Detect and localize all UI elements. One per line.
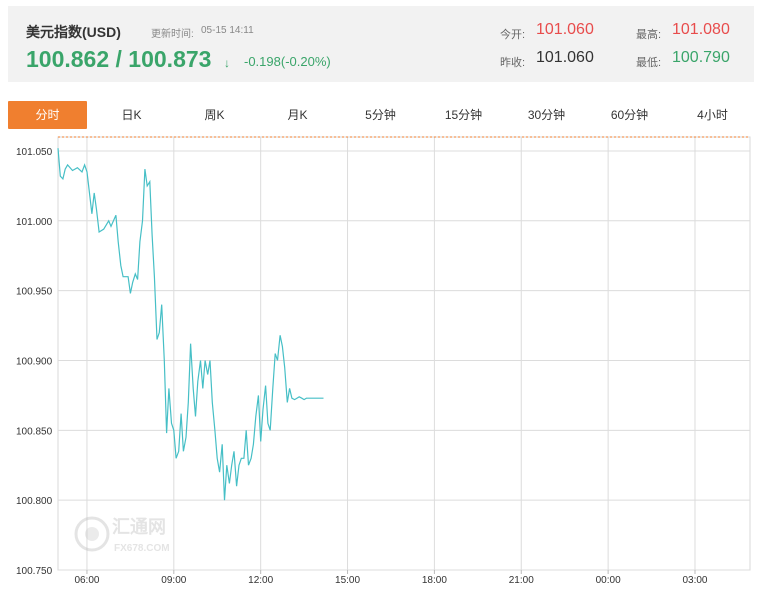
tab-60min[interactable]: 60分钟 <box>610 108 649 122</box>
price-change: -0.198(-0.20%) <box>244 54 331 69</box>
high-label: 最高: <box>636 29 662 41</box>
instrument-title: 美元指数(USD) <box>26 24 121 40</box>
updated-time: 05-15 14:11 <box>201 25 254 36</box>
y-tick-label: 100.900 <box>16 356 53 367</box>
watermark-subtext: FX678.COM <box>114 543 170 554</box>
low-value: 100.790 <box>672 49 730 66</box>
quote-header: 美元指数(USD) 更新时间: 05-15 14:11 100.862 / 10… <box>8 6 754 82</box>
x-tick-label: 12:00 <box>248 575 273 586</box>
x-tick-label: 09:00 <box>161 575 186 586</box>
watermark-text: 汇通网 <box>112 517 166 537</box>
y-tick-label: 100.850 <box>16 426 53 437</box>
high-value: 101.080 <box>672 21 730 38</box>
tab-5min[interactable]: 5分钟 <box>365 108 396 122</box>
plot-frame <box>57 136 751 571</box>
y-tick-label: 101.000 <box>16 217 53 228</box>
period-tabs: 分时 日K 周K 月K 5分钟 15分钟 30分钟 60分钟 4小时 <box>8 101 754 129</box>
chart-series <box>57 136 750 501</box>
y-tick-label: 100.950 <box>16 287 53 298</box>
x-tick-label: 21:00 <box>509 575 534 586</box>
watermark-logo: 汇通网 FX678.COM <box>74 516 170 554</box>
tab-30min[interactable]: 30分钟 <box>527 108 566 122</box>
x-tick-label: 03:00 <box>682 575 707 586</box>
x-tick-label: 00:00 <box>596 575 621 586</box>
current-price: 100.862 / 100.873 <box>26 46 212 72</box>
down-arrow-icon: ↓ <box>224 56 230 70</box>
tab-15min[interactable]: 15分钟 <box>444 108 483 122</box>
tab-weekly[interactable]: 周K <box>204 108 225 122</box>
y-tick-label: 100.750 <box>16 566 53 577</box>
watermark-logo-ring <box>74 516 110 552</box>
watermark-logo-dot <box>85 527 99 541</box>
x-tick-label: 15:00 <box>335 575 360 586</box>
prev-close-value: 101.060 <box>536 49 594 66</box>
tab-monthly[interactable]: 月K <box>287 108 308 122</box>
y-tick-label: 101.050 <box>16 147 53 158</box>
price-line <box>57 148 324 501</box>
updated-label: 更新时间: <box>151 29 194 40</box>
open-value: 101.060 <box>536 21 594 38</box>
x-tick-label: 06:00 <box>74 575 99 586</box>
low-label: 最低: <box>636 57 662 69</box>
tab-4hour[interactable]: 4小时 <box>697 108 728 122</box>
tab-daily[interactable]: 日K <box>121 108 142 122</box>
open-label: 今开: <box>500 29 526 41</box>
y-tick-label: 100.800 <box>16 496 53 507</box>
chart-axes: 101.050 101.000 100.950 100.900 100.850 100.8… <box>16 147 708 586</box>
tab-intraday[interactable]: 分时 <box>8 101 87 129</box>
x-tick-label: 18:00 <box>422 575 447 586</box>
prev-close-label: 昨收: <box>500 57 526 69</box>
chart-grid <box>57 136 751 571</box>
